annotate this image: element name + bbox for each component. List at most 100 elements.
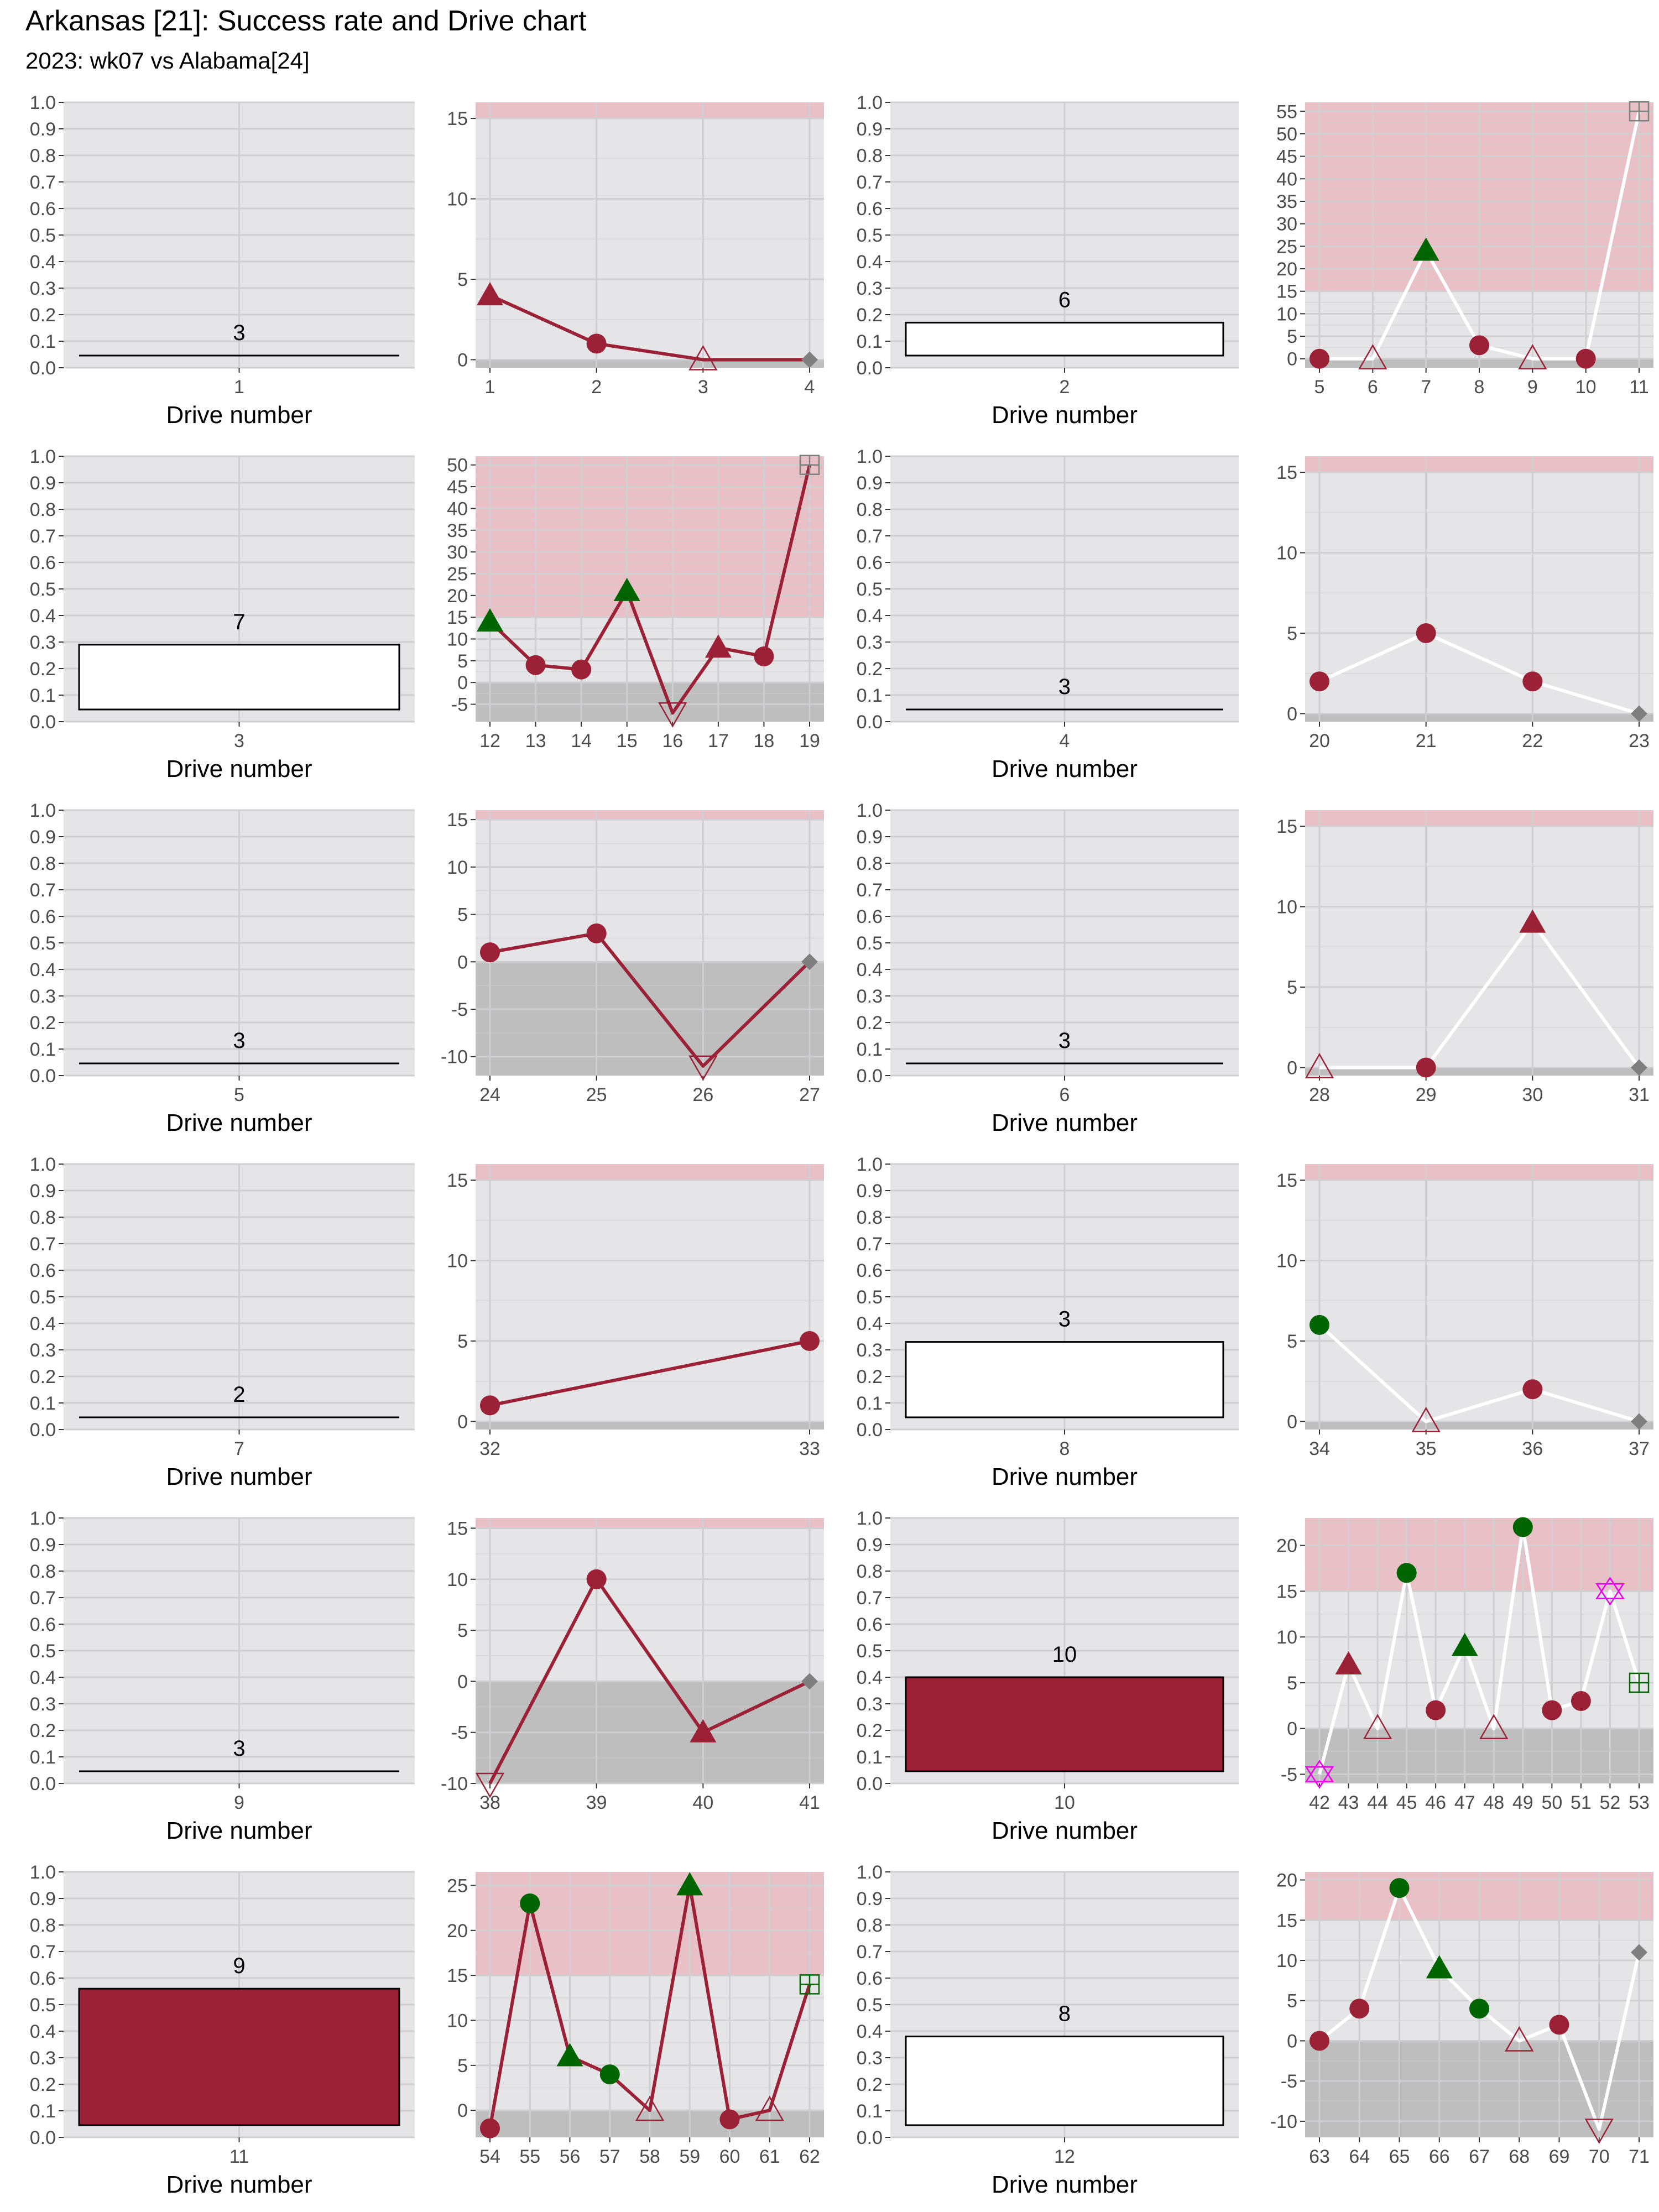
x-tick-label: 33 <box>799 1438 820 1459</box>
y-tick-label: 0.1 <box>857 1747 883 1768</box>
play-marker <box>799 455 820 475</box>
drive-line <box>1318 632 1640 716</box>
play-marker-shape <box>1575 348 1596 369</box>
panel-7: 0.0 0.1 0.2 0.3 0.4 0.5 0.6 0.7 0.8 0.9 1.0 3 4 Drive… <box>857 446 1239 782</box>
play-marker-shape <box>1310 2031 1329 2051</box>
y-tick-label: 15 <box>1276 462 1297 483</box>
negative-zone-band <box>476 359 824 368</box>
x-tick-label: 39 <box>586 1792 607 1813</box>
y-tick-label: 35 <box>1276 191 1297 212</box>
y-tick-label: 0 <box>1287 1411 1297 1432</box>
y-tick-label: 0.4 <box>857 959 883 980</box>
x-tick-label: 17 <box>708 731 729 752</box>
play-marker <box>1631 1413 1647 1430</box>
x-tick-label: 30 <box>1522 1084 1543 1105</box>
red-zone-band <box>476 456 824 618</box>
play-marker <box>571 659 592 680</box>
y-tick-label: 0.0 <box>30 1066 56 1087</box>
play-marker <box>475 1772 505 1798</box>
panel-23: 0.0 0.1 0.2 0.3 0.4 0.5 0.6 0.7 0.8 0.9 1.0 8 12 Driv… <box>857 1862 1239 2198</box>
x-tick-label: 62 <box>799 2146 820 2167</box>
bar <box>905 321 1224 357</box>
drive-line <box>488 1884 811 2129</box>
y-tick-label: 0.5 <box>857 933 883 954</box>
play-marker <box>477 608 503 632</box>
panel-3: 0.0 0.1 0.2 0.3 0.4 0.5 0.6 0.7 0.8 0.9 1.0 6 2 Drive… <box>857 92 1239 429</box>
y-tick-label: 15 <box>1276 816 1297 837</box>
y-tick-label: 10 <box>1276 1950 1297 1971</box>
play-marker-shape <box>801 1673 818 1690</box>
y-tick-label: 0.7 <box>30 1234 56 1255</box>
panel-background <box>1305 456 1653 722</box>
panel-background <box>476 1164 824 1430</box>
y-tick-label: 0.5 <box>857 1995 883 2016</box>
x-tick-label: 4 <box>1060 731 1070 752</box>
x-tick-label: 65 <box>1389 2146 1410 2167</box>
y-tick-label: 0.3 <box>30 2048 56 2069</box>
y-tick-label: 0.0 <box>857 358 883 379</box>
play-marker-shape <box>801 351 818 368</box>
play-marker <box>1451 1632 1478 1656</box>
x-tick-label: 57 <box>599 2146 620 2167</box>
x-tick-label: 10 <box>1054 1792 1075 1813</box>
y-tick-label: 0.6 <box>857 199 883 220</box>
drive-line <box>489 1339 810 1407</box>
y-tick-label: 0.3 <box>30 278 56 299</box>
x-tick-label: 8 <box>1060 1438 1070 1459</box>
play-marker <box>1629 101 1650 122</box>
play-marker <box>599 2064 620 2085</box>
y-tick-label: 0 <box>457 672 468 693</box>
y-tick-label: 1.0 <box>30 1154 56 1175</box>
y-tick-label: 0.7 <box>30 880 56 901</box>
chart-subtitle: 2023: wk07 vs Alabama[24] <box>25 48 310 74</box>
negative-zone-band <box>476 1421 824 1430</box>
x-tick-label: 50 <box>1541 1792 1562 1813</box>
y-tick-label: 0.3 <box>30 1340 56 1361</box>
y-tick-label: -10 <box>441 1773 468 1794</box>
y-tick-label: 0.2 <box>30 2074 56 2095</box>
play-marker <box>480 942 500 963</box>
y-tick-label: 30 <box>1276 214 1297 235</box>
x-tick-label: 13 <box>525 731 546 752</box>
panel-20: -5 0 5 10 15 20 42 43 44 45 46 47 48 49 50 51 52 53 <box>1276 1517 1653 1813</box>
y-tick-label: 20 <box>447 586 468 607</box>
bar-data-label: 3 <box>233 1029 245 1053</box>
play-marker-shape <box>1363 1714 1392 1739</box>
play-marker <box>690 1719 717 1743</box>
play-marker <box>1469 1999 1489 2019</box>
play-marker-shape <box>1522 1379 1543 1400</box>
play-marker-shape <box>1412 237 1439 261</box>
play-marker <box>688 345 718 371</box>
y-tick-label: 0.9 <box>30 827 56 848</box>
play-marker <box>1631 1944 1647 1961</box>
y-tick-label: 0 <box>457 952 468 973</box>
y-tick-label: 0.0 <box>857 1420 883 1441</box>
y-tick-label: 0.5 <box>30 933 56 954</box>
y-tick-label: 0 <box>1287 1057 1297 1078</box>
x-tick-label: 40 <box>692 1792 713 1813</box>
y-tick-label: 0.5 <box>30 1287 56 1308</box>
x-tick-label: 59 <box>679 2146 700 2167</box>
y-tick-label: 0.1 <box>30 685 56 706</box>
y-tick-label: 10 <box>447 1251 468 1272</box>
y-tick-label: 0.1 <box>857 1039 883 1060</box>
x-tick-label: 23 <box>1629 731 1650 752</box>
play-marker-down <box>1305 1766 1334 1789</box>
y-tick-label: 0.2 <box>857 1720 883 1741</box>
play-marker <box>1310 1314 1329 1335</box>
y-tick-label: 5 <box>457 269 468 290</box>
red-zone-band <box>1305 456 1653 473</box>
x-tick-label: 67 <box>1469 2146 1490 2167</box>
y-tick-label: 15 <box>447 607 468 628</box>
y-tick-label: 0.6 <box>857 1968 883 1989</box>
y-tick-label: 20 <box>447 1921 468 1942</box>
x-tick-label: 44 <box>1367 1792 1388 1813</box>
y-tick-label: 0.1 <box>857 1393 883 1414</box>
play-marker <box>1310 2031 1329 2051</box>
x-tick-label: 63 <box>1309 2146 1330 2167</box>
y-tick-label: 35 <box>447 520 468 541</box>
play-marker <box>801 351 818 368</box>
bar-data-label: 3 <box>1058 1029 1071 1053</box>
